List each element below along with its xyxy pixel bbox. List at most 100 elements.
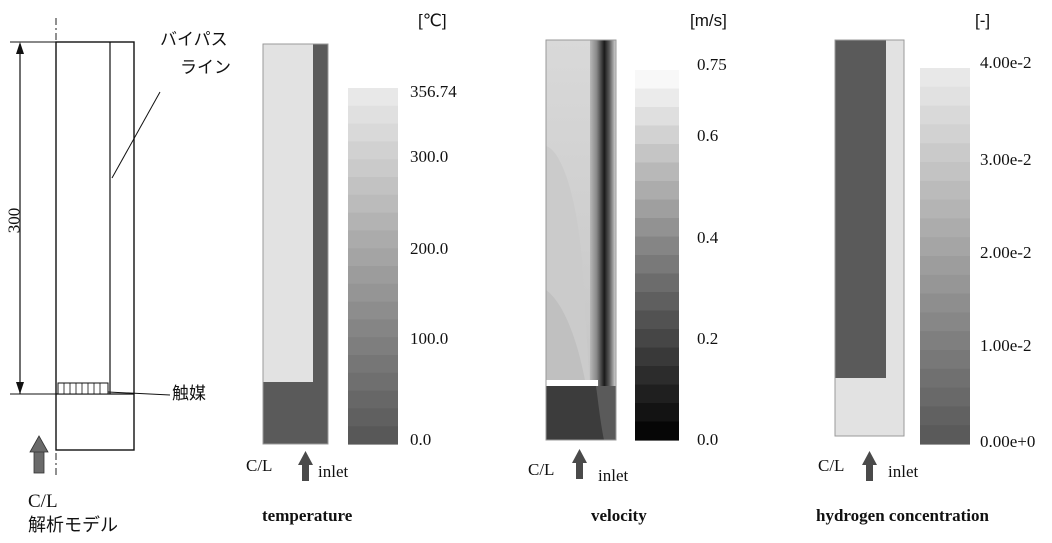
bypass-leader: [111, 91, 161, 179]
hydrogen-tick-3: 2.00e-2: [980, 243, 1032, 262]
hydrogen-tick-4: 1.00e-2: [980, 336, 1032, 355]
inlet-arrow-icon: [572, 449, 587, 479]
bypass-label-line2: ライン: [180, 58, 231, 78]
velocity-contour: [545, 39, 617, 441]
velocity-tick-3: 0.4: [697, 228, 719, 247]
temperature-bypass-region: [313, 44, 328, 382]
color-bar-band: [348, 177, 398, 196]
hydrogen-tick-1: 4.00e-2: [980, 53, 1032, 72]
color-bar-band: [635, 347, 679, 367]
color-bar-band: [348, 194, 398, 214]
color-bar-band: [635, 421, 679, 441]
temperature-tick-4: 100.0: [410, 329, 449, 348]
hydrogen-color-bar: [920, 68, 970, 445]
color-bar-band: [348, 248, 398, 267]
color-bar-band: [348, 266, 398, 285]
color-bar-band: [348, 230, 398, 249]
hydrogen-centerline-label: C/L: [818, 456, 845, 475]
color-bar-band: [920, 199, 970, 219]
inlet-arrow-icon: [862, 451, 877, 481]
color-bar-band: [348, 355, 398, 374]
velocity-centerline-label: C/L: [528, 460, 555, 479]
hydrogen-frame: [834, 39, 905, 437]
inlet-arrow-icon: [298, 451, 313, 481]
color-bar-band: [635, 403, 679, 423]
hydrogen-tick-5: 0.00e+0: [980, 432, 1036, 451]
temperature-tick-2: 300.0: [410, 147, 449, 166]
color-bar-band: [920, 425, 970, 445]
hydrogen-contour: [834, 39, 905, 437]
temperature-tick-5: 0.0: [410, 430, 432, 449]
color-bar-band: [348, 301, 398, 320]
temperature-frame: [262, 43, 329, 445]
temperature-lower-region: [263, 382, 328, 444]
velocity-color-bar: [635, 70, 679, 441]
velocity-tick-1: 0.75: [697, 55, 727, 74]
temperature-caption: temperature: [262, 506, 353, 525]
hydrogen-caption: hydrogen concentration: [816, 506, 989, 525]
color-bar-band: [920, 368, 970, 389]
temperature-inlet-label: inlet: [318, 462, 349, 481]
color-bar-band: [635, 292, 679, 312]
color-bar-band: [348, 372, 398, 392]
color-bar-band: [635, 236, 679, 256]
color-bar-band: [920, 143, 970, 163]
hydrogen-main-region: [835, 40, 886, 378]
color-bar-band: [635, 107, 679, 127]
catalyst-leader: [107, 391, 171, 396]
hydrogen-inlet-label: inlet: [888, 462, 919, 481]
flow-arrow-icon: [29, 435, 49, 474]
color-bar-band: [635, 218, 679, 238]
temperature-centerline-label: C/L: [246, 456, 273, 475]
velocity-unit: [m/s]: [690, 11, 727, 30]
color-bar-band: [348, 319, 398, 338]
color-bar-band: [920, 105, 970, 125]
color-bar-band: [920, 387, 970, 407]
velocity-catalyst-band: [546, 380, 598, 386]
color-bar-band: [920, 406, 970, 426]
temperature-unit: [℃]: [418, 11, 447, 30]
velocity-wall-jet: [590, 40, 616, 386]
dimension-label: 300: [4, 207, 24, 234]
color-bar-band: [635, 329, 679, 349]
color-bar-band: [635, 384, 679, 404]
color-bar-band: [920, 124, 970, 144]
color-bar-band: [635, 255, 679, 275]
color-bar-band: [920, 180, 970, 201]
reactor-outline: [55, 41, 135, 451]
color-bar-band: [635, 88, 679, 108]
dimension-arrow-bottom: [16, 382, 24, 394]
velocity-inlet-label: inlet: [598, 466, 629, 485]
hydrogen-unit: [-]: [975, 11, 991, 30]
velocity-plume-inner: [546, 290, 586, 386]
model-centerline-label: C/L: [28, 491, 58, 512]
color-bar-band: [348, 141, 398, 160]
color-bar-band: [920, 162, 970, 182]
temperature-light-region: [263, 44, 313, 382]
temperature-tick-1: 356.74: [410, 82, 457, 101]
color-bar-band: [635, 70, 679, 90]
velocity-caption: velocity: [591, 506, 647, 525]
color-bar-band: [348, 283, 398, 303]
temperature-color-bar: [348, 88, 398, 445]
velocity-tick-4: 0.2: [697, 329, 719, 348]
bypass-label-line1: バイパス: [160, 30, 228, 50]
color-bar-band: [920, 312, 970, 332]
color-bar-band: [635, 366, 679, 386]
catalyst-hatch: [63, 383, 101, 394]
color-bar-band: [348, 212, 398, 231]
color-bar-band: [635, 199, 679, 219]
color-bar-band: [348, 426, 398, 445]
color-bar-band: [348, 159, 398, 178]
color-bar-band: [920, 350, 970, 370]
color-bar-band: [635, 310, 679, 330]
velocity-tick-5: 0.0: [697, 430, 719, 449]
color-bar-band: [920, 218, 970, 238]
color-bar-band: [348, 88, 398, 107]
color-bar-band: [348, 105, 398, 125]
color-bar-band: [920, 86, 970, 107]
temperature-tick-3: 200.0: [410, 239, 449, 258]
color-bar-band: [920, 331, 970, 351]
